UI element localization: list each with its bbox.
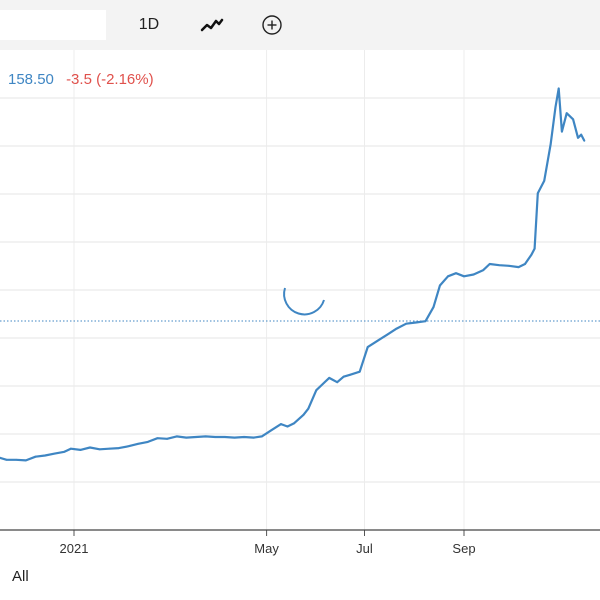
data-point [204,435,207,438]
data-point [44,454,47,457]
data-point [405,322,408,325]
data-point [557,87,560,90]
x-tick-label: May [254,541,279,556]
data-point [561,130,563,133]
data-point [156,437,159,440]
data-point [342,375,345,378]
data-point [270,429,273,432]
data-point [280,423,282,425]
price-change: -3.5 (-2.16%) [66,71,154,88]
data-point [252,436,255,439]
data-point [185,436,188,439]
data-point [69,447,72,450]
data-point [536,192,539,195]
symbol-input[interactable] [0,10,106,40]
data-point [554,106,557,108]
x-tick-label: Sep [452,541,475,556]
data-point [424,320,427,323]
add-indicator-button[interactable] [259,13,285,37]
data-point [89,446,91,449]
data-point [195,436,197,438]
data-point [0,457,2,459]
data-point [328,376,331,379]
data-point [223,436,226,438]
data-point [166,437,168,440]
data-point [572,118,575,121]
data-point [580,133,583,136]
price-chart[interactable]: 2021 May Jul Sep [0,50,600,560]
data-point [315,389,318,392]
data-point [524,263,526,265]
data-point [488,263,491,265]
data-point [463,275,465,278]
last-price: 158.50 [8,71,54,88]
data-point [583,139,586,142]
data-point [79,449,82,451]
data-point [447,275,449,278]
data-point [376,340,379,342]
data-point [53,452,56,455]
chart-type-button[interactable] [198,13,226,37]
range-all-button[interactable]: All [12,568,29,585]
data-point [24,459,27,462]
data-point [302,413,305,416]
series-line [0,87,586,462]
line-chart-icon [200,18,224,32]
data-point [98,448,101,451]
data-point [286,425,289,428]
data-point [517,266,520,268]
loading-spinner-icon [283,287,325,316]
data-point [455,272,457,275]
data-point [508,264,510,267]
x-axis: 2021 May Jul Sep [0,529,600,556]
x-tick-label: 2021 [60,541,89,556]
chart-grid [0,50,600,531]
interval-button[interactable]: 1D [138,16,160,33]
data-point [108,447,111,450]
series-layer [0,87,586,462]
data-point [543,179,546,182]
data-point [530,253,533,256]
data-point [414,321,417,324]
data-point [336,381,339,384]
quote-header: 158.50 -3.5 (-2.16%) [8,71,154,88]
data-point [533,247,536,250]
data-point [386,333,388,336]
data-point [395,327,398,330]
x-tick-label: Jul [356,541,373,556]
data-point [432,306,435,308]
data-point [63,450,66,453]
data-point [260,435,263,438]
data-point [118,447,120,449]
data-point [127,445,130,448]
data-point [243,436,246,438]
data-point [358,370,361,373]
data-point [34,455,37,458]
data-point [472,273,475,276]
data-point [349,373,351,376]
plus-circle-icon [262,15,282,35]
data-point [366,346,369,349]
chart-toolbar: 1D [0,0,600,50]
data-point [307,407,310,410]
data-point [137,442,140,445]
data-point [498,264,501,267]
data-point [5,458,8,461]
data-point [321,383,324,385]
data-point [549,143,552,145]
data-point [214,436,217,438]
data-point [292,422,295,425]
data-point [146,441,149,443]
data-point [233,436,236,439]
data-point [175,435,178,438]
data-point [439,284,441,287]
data-point [565,112,568,115]
data-point [482,269,485,272]
data-point [15,458,18,461]
data-point [577,136,579,139]
